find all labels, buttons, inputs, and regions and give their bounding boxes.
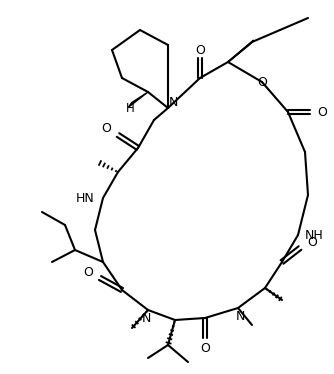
Text: O: O	[317, 105, 327, 119]
Text: O: O	[195, 43, 205, 56]
Text: O: O	[83, 266, 93, 279]
Text: N: N	[168, 95, 178, 108]
Text: HN: HN	[75, 191, 95, 205]
Polygon shape	[128, 92, 148, 107]
Text: NH: NH	[305, 229, 323, 242]
Polygon shape	[228, 40, 254, 62]
Text: N: N	[235, 310, 245, 322]
Text: O: O	[307, 236, 317, 248]
Text: O: O	[101, 122, 111, 135]
Text: O: O	[257, 76, 267, 89]
Text: N: N	[141, 312, 151, 325]
Text: H: H	[126, 101, 134, 114]
Text: O: O	[200, 341, 210, 355]
